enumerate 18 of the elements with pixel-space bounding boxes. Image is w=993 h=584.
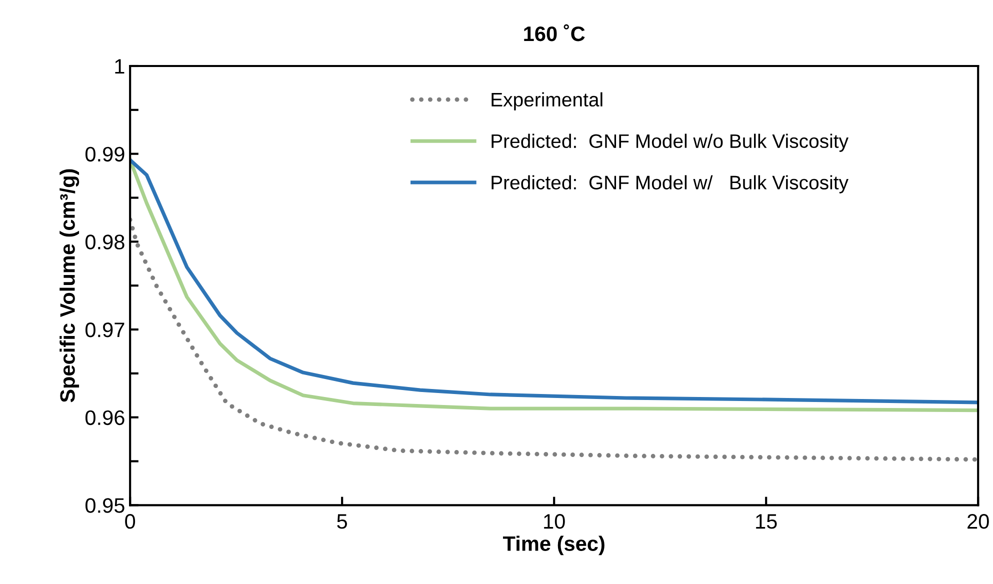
chart-title: 160 ˚C <box>524 24 585 42</box>
x-tick-label: 15 <box>756 514 777 529</box>
legend-label: Experimental <box>492 92 602 110</box>
y-tick-label: 0.97 <box>85 322 124 338</box>
legend-label: Predicted: GNF Model w/o Bulk Viscosity <box>492 134 848 152</box>
line-series <box>130 217 978 462</box>
x-tick-label: 10 <box>544 514 565 529</box>
legend-label: Predicted: GNF Model w/ Bulk Viscosity <box>492 175 848 194</box>
y-tick-label: 1 <box>115 59 124 74</box>
y-tick-label: 0.95 <box>85 498 124 513</box>
x-axis-title: Time (sec) <box>502 536 604 556</box>
x-tick-label: 0 <box>125 514 136 529</box>
y-tick-label: 0.96 <box>85 410 124 426</box>
y-tick-label: 0.99 <box>85 146 124 162</box>
y-axis-title: Specific Volume (cm³/g) <box>60 169 80 402</box>
x-tick-label: 20 <box>968 514 989 529</box>
y-tick-label: 0.98 <box>85 234 124 250</box>
x-tick-label: 5 <box>337 514 348 529</box>
